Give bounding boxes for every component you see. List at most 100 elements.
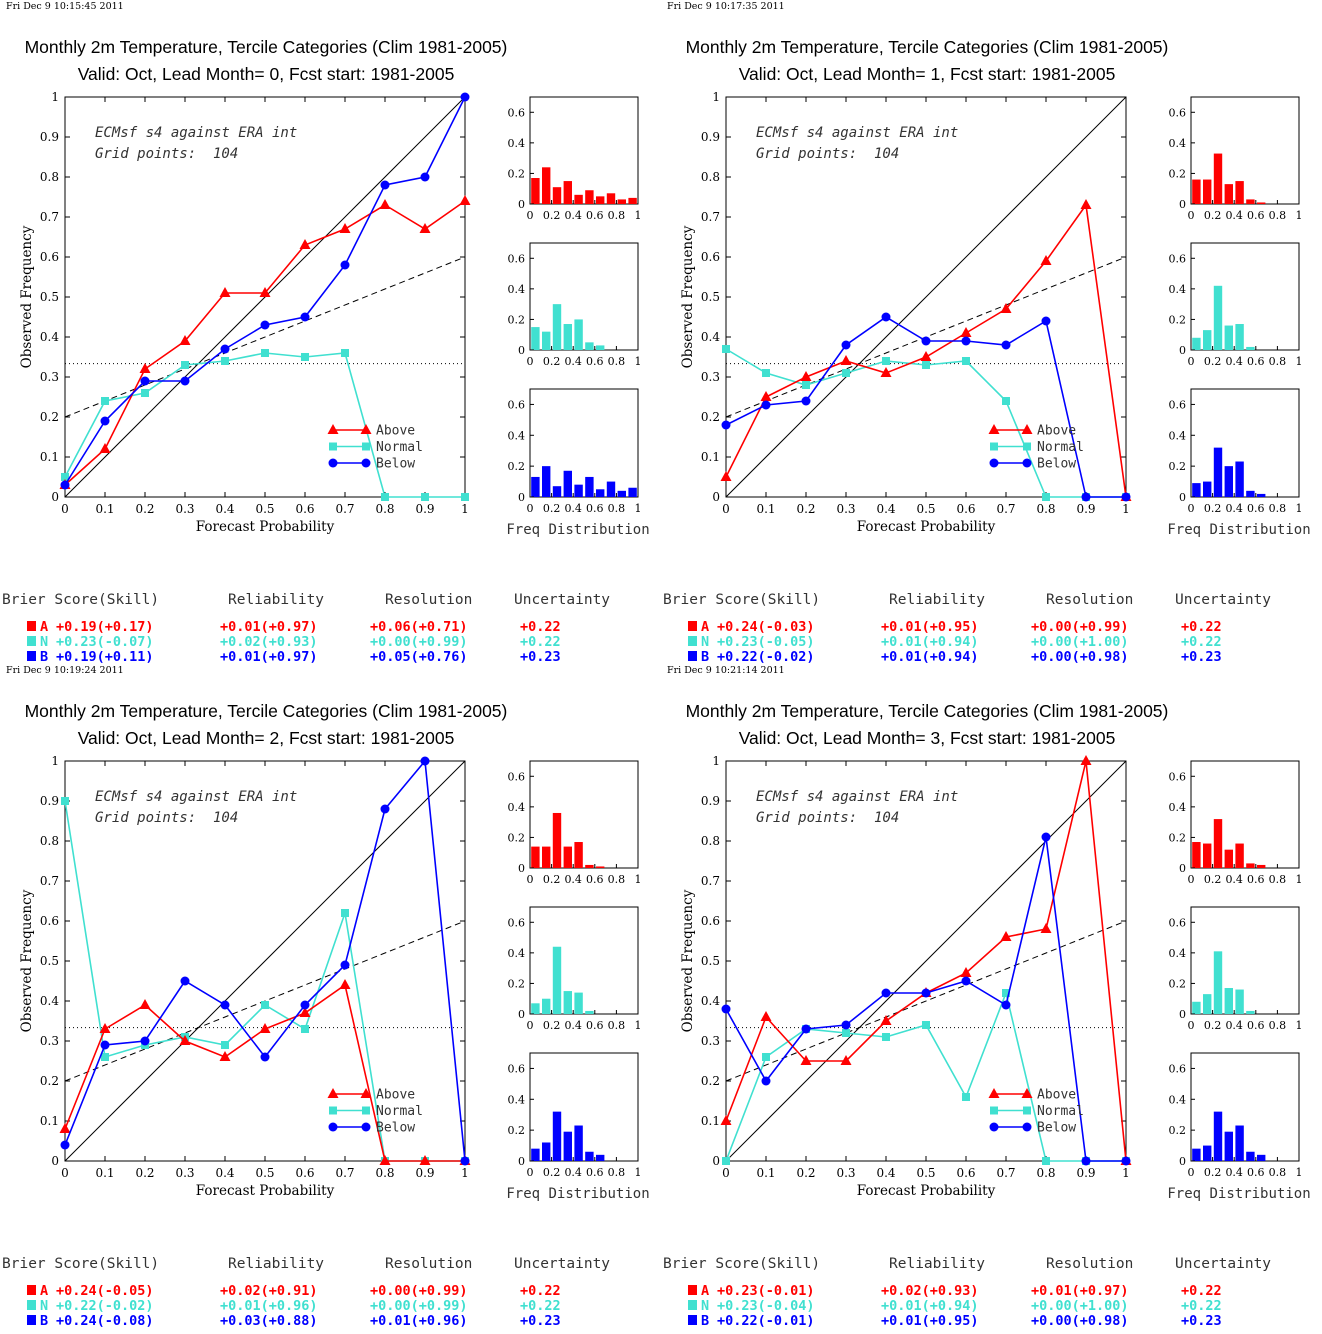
y-tick-label: 0.9 (701, 794, 720, 808)
histogram-bar (585, 342, 594, 350)
x-tick-label: 0.2 (135, 1166, 154, 1180)
hist-x-tick-label: 0.6 (586, 873, 604, 886)
histogram-bar (1213, 819, 1223, 868)
data-point (1042, 493, 1050, 501)
data-point (760, 391, 772, 401)
legend-marker (1023, 442, 1031, 451)
perfect-reliability-line (725, 96, 1127, 498)
score-value: +0.22 (520, 1283, 561, 1299)
series-normal (722, 345, 1130, 501)
score-header: Resolution (1046, 592, 1133, 608)
histogram-bar (542, 167, 551, 204)
hist-y-tick-label: 0.2 (1169, 977, 1187, 990)
hist-y-tick-label: 0.6 (1169, 398, 1187, 411)
histogram-above: 00.20.40.60 0.2 0.4 0.6 0.8 1 (508, 760, 642, 886)
x-tick-label: 0.8 (1036, 502, 1055, 516)
score-value: +0.22 (1181, 634, 1222, 650)
histogram-bar (1203, 994, 1212, 1014)
legend-marker (329, 1106, 337, 1115)
data-point (921, 988, 931, 998)
histogram-bar (552, 1111, 562, 1161)
data-point (301, 1025, 309, 1033)
histogram-bar (542, 466, 551, 497)
legend-marker (328, 458, 338, 468)
histogram-frame (529, 96, 639, 205)
hist-y-tick-label: 0 (1179, 862, 1186, 875)
data-point (762, 1053, 770, 1061)
hist-y-tick-label: 0.6 (1169, 252, 1187, 265)
data-point (140, 376, 150, 386)
legend-label: Above (376, 1088, 415, 1103)
y-tick-label: 0.3 (701, 370, 720, 384)
hist-y-tick-label: 0 (1179, 1008, 1186, 1021)
chart-subtitle: Valid: Oct, Lead Month= 3, Fcst start: 1… (739, 728, 1116, 748)
data-point (720, 1115, 732, 1125)
hist-y-tick-label: 0.6 (508, 1062, 526, 1075)
score-color-swatch (688, 1300, 697, 1310)
hist-x-tick-label: 0.4 (1225, 1166, 1243, 1179)
legend-label: Normal (376, 1104, 423, 1119)
hist-y-tick-label: 0.6 (508, 770, 526, 783)
data-point (341, 909, 349, 917)
data-point (761, 400, 771, 410)
panel-0: Fri Dec 9 10:15:45 2011 Monthly 2m Temper… (2, 1, 650, 665)
hist-x-tick-label: 1 (1296, 502, 1303, 515)
y-tick-label: 0.8 (40, 834, 59, 848)
data-point (840, 355, 852, 365)
hist-x-tick-label: 0.2 (543, 1019, 561, 1032)
legend-marker (360, 1088, 372, 1098)
hist-x-tick-label: 0.8 (608, 502, 626, 515)
histogram-normal: 00.20.40.60 0.2 0.4 0.6 0.8 1 (508, 242, 642, 368)
data-point (761, 1076, 771, 1086)
histogram-bar (542, 998, 551, 1014)
score-value: +0.23 (1181, 1313, 1222, 1329)
y-tick-label: 0.9 (701, 130, 720, 144)
perfect-reliability-line (64, 760, 466, 1162)
histogram-bar (1235, 989, 1244, 1014)
data-point (1081, 492, 1091, 502)
score-value: +0.23(-0.05) (717, 634, 815, 650)
data-point (300, 1000, 310, 1010)
legend-label: Normal (376, 440, 423, 455)
score-value: +0.24(-0.05) (56, 1283, 154, 1299)
data-point (220, 344, 230, 354)
hist-x-tick-label: 0.4 (1225, 355, 1243, 368)
legend-marker (327, 424, 339, 434)
y-tick-label: 0.6 (40, 250, 59, 264)
histogram-bar (531, 327, 540, 350)
hist-x-tick-label: 0.2 (543, 355, 561, 368)
histogram-bar (552, 187, 562, 204)
hist-y-tick-label: 0.2 (508, 977, 526, 990)
histogram-bar (1203, 330, 1212, 350)
hist-x-tick-label: 0.6 (586, 355, 604, 368)
y-tick-label: 0.1 (701, 1114, 720, 1128)
data-point (1081, 1156, 1091, 1166)
score-color-swatch (688, 621, 697, 631)
score-value: +0.22 (520, 619, 561, 635)
data-point (99, 1023, 111, 1033)
hist-x-tick-label: 1 (635, 1019, 642, 1032)
score-table: Brier Score(Skill) Reliability Resolution U… (663, 592, 1271, 665)
hist-y-tick-label: 0.4 (1169, 429, 1187, 442)
hist-y-tick-label: 0 (518, 198, 525, 211)
score-category-letter: B (40, 649, 48, 665)
score-value: +0.00(+1.00) (1031, 1298, 1129, 1314)
data-point (379, 1155, 391, 1165)
histogram-frame (529, 1052, 639, 1162)
histogram-bar (1203, 179, 1212, 204)
hist-x-tick-label: 0.6 (586, 502, 604, 515)
score-value: +0.02(+0.93) (881, 1283, 979, 1299)
legend-label: Below (376, 1121, 415, 1136)
hist-y-tick-label: 0.6 (508, 398, 526, 411)
score-category-letter: A (40, 619, 48, 635)
x-tick-label: 0.3 (836, 502, 855, 516)
histogram-bar (1203, 843, 1212, 868)
histogram-bar (552, 946, 562, 1014)
histogram-below: 00.20.40.60 0.2 0.4 0.6 0.8 1 (508, 388, 642, 515)
data-point (299, 1007, 311, 1017)
data-point (961, 336, 971, 346)
x-tick-label: 0.5 (255, 1166, 274, 1180)
data-point (300, 312, 310, 322)
